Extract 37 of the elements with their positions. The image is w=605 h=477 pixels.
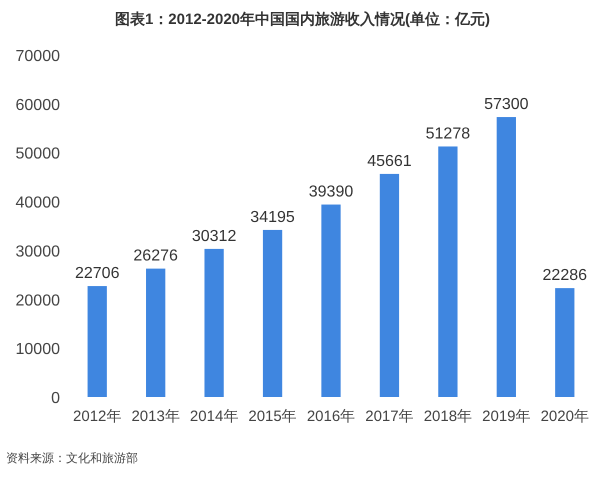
x-tick-label: 2013年 bbox=[131, 408, 180, 425]
data-label: 51278 bbox=[426, 125, 470, 142]
y-tick-label: 50000 bbox=[16, 146, 60, 163]
y-tick-label: 30000 bbox=[16, 243, 60, 260]
y-tick-label: 70000 bbox=[16, 48, 60, 65]
x-tick-label: 2020年 bbox=[540, 408, 589, 425]
data-label: 22286 bbox=[542, 267, 588, 284]
x-tick-label: 2017年 bbox=[365, 408, 414, 425]
bar bbox=[380, 174, 400, 397]
x-tick-label: 2015年 bbox=[248, 408, 297, 425]
bar bbox=[555, 288, 574, 397]
x-tick-label: 2018年 bbox=[424, 408, 472, 425]
bar bbox=[438, 146, 458, 397]
y-tick-label: 40000 bbox=[16, 194, 60, 212]
text: 资料来源：文化和旅游部 bbox=[6, 451, 138, 465]
bar bbox=[321, 204, 341, 397]
bar bbox=[146, 268, 166, 397]
chart-title: 图表1：2012-2020年中国国内旅游收入情况(单位：亿元) bbox=[114, 11, 490, 28]
bar bbox=[204, 248, 224, 397]
data-label: 30312 bbox=[192, 228, 236, 245]
data-label: 26276 bbox=[133, 248, 178, 265]
y-tick-label: 20000 bbox=[16, 292, 60, 310]
x-tick-label: 2012年 bbox=[73, 408, 122, 425]
bar bbox=[262, 230, 282, 397]
bar bbox=[496, 117, 516, 397]
x-tick-label: 2019年 bbox=[482, 408, 531, 425]
data-label: 45661 bbox=[367, 152, 412, 170]
y-tick-label: 0 bbox=[51, 390, 60, 407]
y-tick-label: 60000 bbox=[16, 96, 60, 114]
data-label: 34195 bbox=[250, 208, 295, 226]
data-label: 39390 bbox=[308, 184, 354, 201]
x-tick-label: 2016年 bbox=[306, 408, 356, 425]
bar bbox=[88, 286, 107, 397]
y-tick-label: 10000 bbox=[16, 341, 60, 358]
data-label: 22706 bbox=[74, 265, 120, 282]
data-label: 57300 bbox=[484, 96, 529, 114]
x-tick-label: 2014年 bbox=[190, 408, 238, 425]
